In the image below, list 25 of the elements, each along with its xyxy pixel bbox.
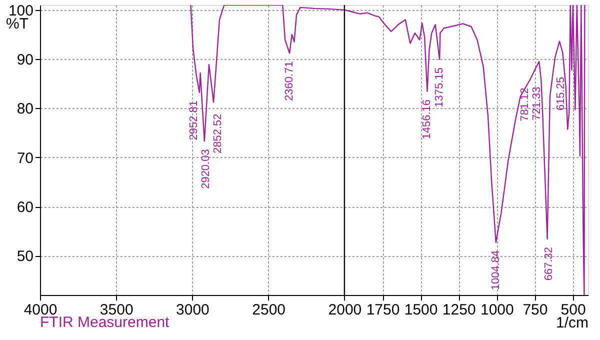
x-tick-label: 2500 xyxy=(252,302,286,318)
y-tick-label: 70 xyxy=(16,150,34,167)
annotation: 781.12 xyxy=(518,88,531,122)
x-tick-label: 1250 xyxy=(442,302,476,318)
x-tick-label: 1500 xyxy=(404,302,438,318)
x-tick-label: 1000 xyxy=(480,302,514,318)
x-tick-label: 2000 xyxy=(328,302,362,318)
x-axis-title: 1/cm xyxy=(556,314,588,332)
annotation: 2360.71 xyxy=(284,61,296,101)
annotation: 1456.16 xyxy=(421,100,434,140)
annotation: 667.32 xyxy=(542,246,555,281)
y-tick-label: 80 xyxy=(16,100,34,118)
y-tick-label: 50 xyxy=(16,248,34,266)
annotation: 1004.84 xyxy=(490,250,502,290)
annotation: 2852.52 xyxy=(212,114,224,154)
y-tick-label: 60 xyxy=(16,199,34,216)
annotation: 1375.15 xyxy=(434,68,446,108)
x-tick-label: 750 xyxy=(522,302,548,318)
annotation: 721.33 xyxy=(530,86,543,120)
y-tick-label: 90 xyxy=(16,52,34,69)
x-tick-label: 3000 xyxy=(176,302,210,318)
annotation: 615.25 xyxy=(554,76,567,111)
annotation: 2952.81 xyxy=(188,100,200,140)
annotation: 2920.03 xyxy=(200,149,212,189)
x-tick-label: 1750 xyxy=(366,302,400,318)
